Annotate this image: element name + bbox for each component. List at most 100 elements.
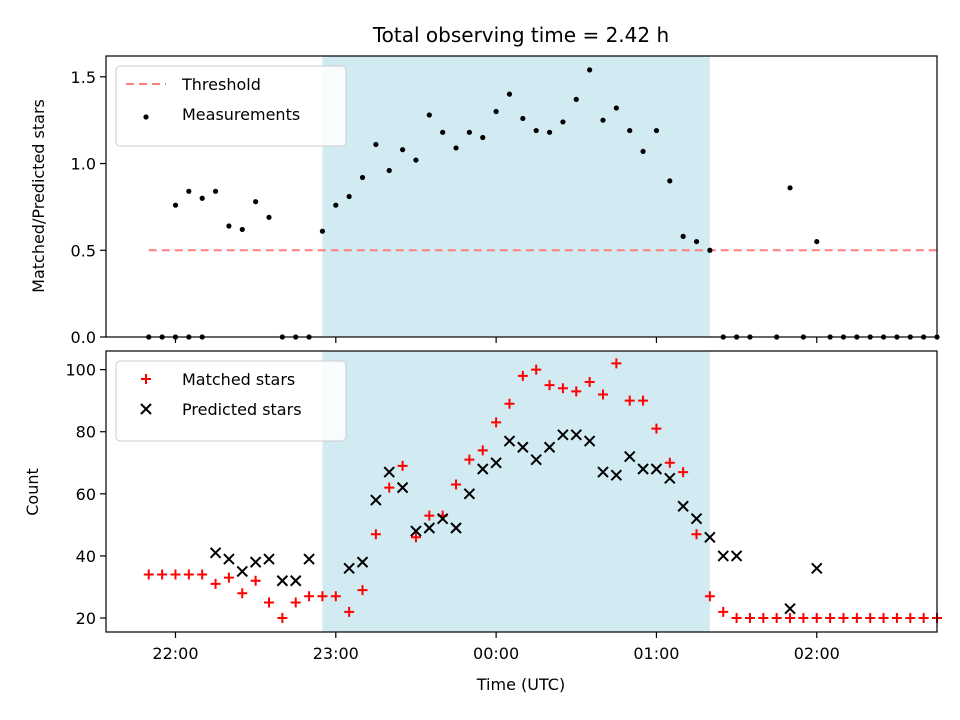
predicted-star-point (637, 463, 649, 475)
bottom-axes-frame (105, 350, 938, 633)
matched-star-point (691, 529, 702, 540)
measurement-point (426, 112, 432, 118)
legend-measurements-swatch (143, 114, 149, 120)
x-axis-label: Time (UTC) (476, 675, 565, 694)
matched-star-point (237, 588, 248, 599)
bottom-xtick-label: 00:00 (473, 644, 519, 663)
matched-star-point (718, 606, 729, 617)
matched-star-point (758, 613, 769, 624)
matched-star-point (865, 613, 876, 624)
predicted-star-point (490, 457, 502, 469)
matched-star-point (250, 575, 261, 586)
top-panel: 0.0 0.5 1.0 1.5 Threshold Measurements (71, 55, 940, 347)
matched-star-point (197, 569, 208, 580)
matched-star-point (397, 460, 408, 471)
measurement-point (359, 174, 366, 181)
predicted-star-point (664, 472, 676, 485)
predicted-star-point (690, 512, 703, 525)
matched-star-point (170, 569, 181, 580)
matched-star-point (143, 569, 154, 580)
predicted-star-point (343, 562, 355, 575)
matched-star-point (277, 613, 288, 624)
predicted-star-point (209, 547, 222, 559)
top-ytick-label: 0.5 (71, 241, 96, 260)
bottom-legend-box (115, 360, 347, 442)
top-observing-window (322, 56, 710, 337)
measurement-point (693, 238, 700, 245)
measurement-point (453, 145, 459, 151)
measurement-point (600, 117, 606, 123)
matched-star-point (798, 613, 809, 624)
measurement-point (319, 228, 326, 234)
predicted-star-point (249, 556, 262, 568)
predicted-star-point (290, 575, 302, 587)
predicted-star-point (370, 494, 382, 506)
matched-star-point (638, 395, 649, 406)
bottom-ytick-label: 80 (76, 423, 96, 442)
matched-star-point (451, 479, 462, 490)
matched-star-point (157, 569, 168, 580)
matched-star-point (825, 613, 836, 624)
measurement-point (493, 108, 499, 115)
measurement-point (707, 247, 713, 253)
matched-star-point (851, 613, 862, 624)
matched-star-point (410, 532, 421, 543)
predicted-star-point (276, 575, 289, 587)
matched-star-point (290, 597, 301, 608)
chart-title: Total observing time = 2.42 h (372, 23, 669, 47)
matched-star-point (811, 613, 822, 624)
bottom-ytick-label: 60 (76, 485, 96, 504)
measurement-point (413, 157, 419, 163)
measurement-point (346, 193, 352, 200)
measurement-point (787, 185, 793, 191)
predicted-star-point (223, 553, 235, 565)
predicted-star-point (450, 522, 462, 534)
matched-star-point (664, 457, 675, 468)
predicted-star-point (517, 441, 529, 453)
matched-star-point (464, 454, 475, 465)
matched-star-point (370, 529, 381, 540)
predicted-star-point (583, 435, 596, 447)
matched-star-point (263, 597, 274, 608)
matched-star-point (785, 613, 796, 624)
measurement-point (199, 195, 205, 201)
matched-star-point (317, 591, 328, 602)
measurement-point (814, 238, 820, 245)
matched-star-point (384, 482, 395, 493)
measurement-point (386, 167, 392, 174)
matched-star-point (304, 591, 315, 602)
measurement-point (373, 141, 379, 148)
bottom-xtick-label: 01:00 (633, 644, 679, 663)
predicted-star-point (263, 553, 275, 565)
matched-star-point (878, 613, 889, 624)
predicted-star-point (383, 466, 395, 478)
bottom-observing-window (322, 351, 710, 632)
predicted-star-point (436, 512, 449, 525)
measurement-point (560, 119, 566, 125)
bottom-panel: 20 40 60 80 100 22:00 23:00 00:00 01:00 02:00 Matc… (65, 350, 942, 663)
predicted-star-point (730, 550, 743, 562)
matched-star-point (678, 467, 689, 478)
predicted-star-point (423, 522, 436, 534)
top-ytick-label: 1.0 (71, 155, 96, 174)
measurement-point (480, 134, 486, 141)
predicted-star-point (236, 565, 248, 578)
predicted-star-point (303, 553, 315, 565)
bottom-xtick-label: 02:00 (794, 644, 840, 663)
predicted-star-point (677, 500, 689, 512)
predicted-star-point (477, 463, 489, 475)
matched-star-point (557, 383, 568, 394)
matched-star-point (918, 613, 929, 624)
matched-star-point (517, 370, 528, 381)
predicted-star-point (624, 450, 636, 463)
measurement-point (186, 188, 192, 194)
bottom-ytick-label: 40 (76, 547, 96, 566)
legend-label: Threshold (181, 75, 261, 94)
matched-star-point (744, 613, 755, 624)
matched-star-point (597, 389, 608, 400)
bottom-xtick-label: 23:00 (313, 644, 359, 663)
matched-star-point (531, 364, 542, 375)
matched-star-point (624, 395, 635, 406)
measurement-point (573, 96, 579, 102)
